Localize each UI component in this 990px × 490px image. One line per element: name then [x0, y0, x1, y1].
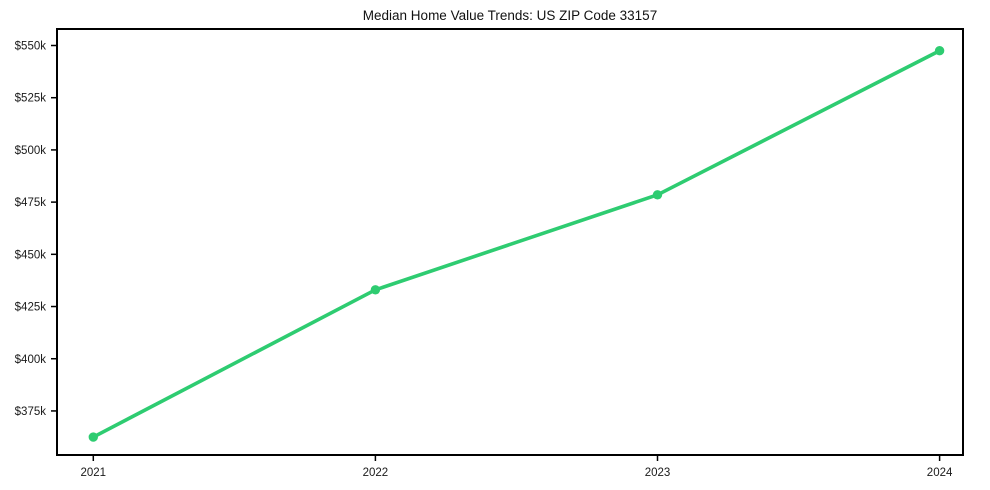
x-tick-label: 2024	[927, 467, 953, 479]
y-tick-label: $375k	[15, 406, 47, 418]
y-tick-label: $400k	[15, 354, 47, 366]
y-tick-label: $500k	[15, 145, 47, 157]
y-tick-label: $475k	[15, 197, 47, 209]
data-point-2022	[370, 285, 381, 295]
data-point-2021	[88, 432, 99, 442]
y-tick-label: $550k	[15, 41, 47, 53]
data-point-2024	[934, 46, 945, 56]
plot-frame	[56, 28, 964, 456]
y-tick-label: $425k	[15, 302, 47, 314]
plot-area: $375k $400k $425k $450k $475k $500k $525k $550k…	[15, 28, 964, 479]
data-point-2023	[652, 190, 663, 200]
x-tick-label: 2023	[645, 467, 671, 479]
trend-line	[91, 48, 942, 439]
x-tick-label: 2021	[81, 467, 107, 479]
chart-title: Median Home Value Trends: US ZIP Code 33…	[363, 8, 657, 23]
y-tick-label: $450k	[15, 249, 47, 261]
y-tick-label: $525k	[15, 93, 47, 105]
x-tick-label: 2022	[363, 467, 389, 479]
